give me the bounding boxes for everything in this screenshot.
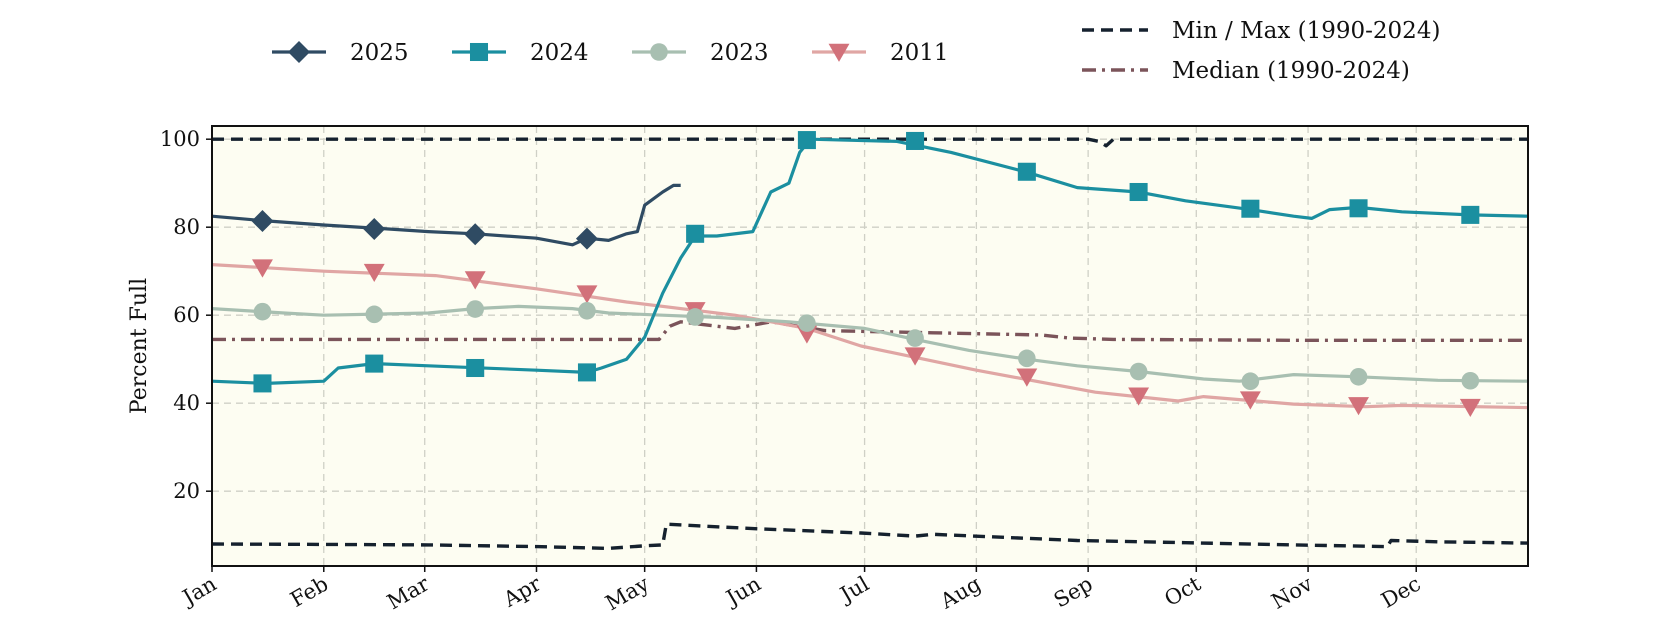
data-point <box>466 300 485 318</box>
series-extra-1 <box>211 522 1529 551</box>
x-tick-label: Feb <box>286 572 332 612</box>
legend-label: 2024 <box>530 40 589 66</box>
data-point <box>797 131 816 150</box>
x-tick-label: Jun <box>720 572 764 612</box>
series-2023 <box>211 300 1529 391</box>
y-tick-label: 60 <box>173 303 200 327</box>
data-point <box>578 302 596 320</box>
y-tick-label: 20 <box>173 479 200 503</box>
legend-marker <box>828 43 850 62</box>
data-point <box>251 210 274 233</box>
legend-marker <box>469 42 489 62</box>
data-point <box>1129 362 1148 381</box>
series-2025 <box>211 183 681 250</box>
data-point <box>686 224 705 243</box>
legend-label: 2011 <box>890 40 949 66</box>
data-point <box>1461 371 1480 390</box>
x-tick-label: Apr <box>499 571 546 612</box>
data-point <box>1016 368 1038 387</box>
y-tick-label: 40 <box>173 391 200 415</box>
data-point <box>798 314 816 332</box>
legend-entry: Min / Max (1990-2024) <box>1082 18 1440 44</box>
x-tick-label: Oct <box>1160 571 1205 611</box>
plot-frame <box>211 125 1529 567</box>
data-point <box>1017 162 1036 181</box>
series-min-max-1990-2024 <box>212 137 1528 148</box>
data-point <box>1349 368 1368 386</box>
data-point <box>464 271 486 290</box>
x-tick-label: Jul <box>835 571 874 607</box>
x-tick-label: Nov <box>1267 571 1316 613</box>
plot-background <box>212 126 1528 566</box>
series-layer <box>211 131 1529 551</box>
legend-entry: 2024 <box>452 40 589 66</box>
data-point <box>466 358 485 378</box>
data-point <box>365 305 384 324</box>
series-median-1990-2024 <box>212 320 1528 342</box>
x-tick-label: Dec <box>1377 572 1425 613</box>
data-point <box>1461 205 1480 224</box>
legend-label: Min / Max (1990-2024) <box>1172 18 1440 44</box>
legend-series-row: 2025 2024 2023 2011 <box>272 40 949 66</box>
x-tick-label: May <box>601 571 653 615</box>
data-point <box>365 354 384 373</box>
y-tick-label: 80 <box>173 215 200 239</box>
y-tick-label: 100 <box>160 127 200 151</box>
data-point <box>906 329 924 347</box>
data-point <box>575 227 598 250</box>
data-point <box>1241 199 1260 218</box>
data-point <box>363 217 386 240</box>
data-point <box>1128 387 1150 406</box>
legend-marker <box>650 43 668 61</box>
data-point <box>1349 199 1368 218</box>
x-tick-label: Jan <box>177 572 221 611</box>
y-axis: 20 40 60 80 100 <box>160 127 212 503</box>
series-line <box>212 320 1528 342</box>
series-2024 <box>211 131 1529 393</box>
legend-label: 2025 <box>350 40 409 66</box>
y-axis-title: Percent Full <box>127 278 152 414</box>
x-axis: Jan Feb Mar Apr May Jun Jul Aug Sep Oct Nov Dec <box>177 566 1425 615</box>
data-point <box>363 263 385 282</box>
data-point <box>1018 349 1036 368</box>
data-point <box>576 285 598 304</box>
series-line <box>212 137 1528 148</box>
data-point <box>1348 397 1369 416</box>
legend-entry: Median (1990-2024) <box>1082 58 1410 84</box>
data-point <box>253 374 272 393</box>
legend-entry: 2025 <box>272 40 409 66</box>
legend-entry: 2011 <box>812 40 949 66</box>
data-point <box>904 347 926 366</box>
x-tick-label: Aug <box>936 572 985 614</box>
data-point <box>253 302 272 321</box>
x-tick-label: Sep <box>1050 572 1097 613</box>
series-line <box>211 522 1529 551</box>
legend: 2025 2024 2023 2011 Min / Max (1990-2024) Me… <box>272 18 1440 84</box>
data-point <box>577 363 596 382</box>
legend-entry: 2023 <box>632 40 769 66</box>
legend-marker <box>288 41 310 63</box>
legend-label: 2023 <box>710 40 769 66</box>
data-point <box>1129 182 1148 202</box>
data-point <box>1459 398 1481 418</box>
legend-label: Median (1990-2024) <box>1172 58 1410 84</box>
data-point <box>252 259 273 278</box>
x-tick-label: Mar <box>383 571 434 614</box>
data-point <box>1241 372 1260 391</box>
data-point <box>464 223 487 246</box>
data-point <box>1239 391 1261 410</box>
legend-reference-column: Min / Max (1990-2024) Median (1990-2024) <box>1082 18 1440 84</box>
data-point <box>686 308 704 326</box>
data-point <box>906 131 925 150</box>
